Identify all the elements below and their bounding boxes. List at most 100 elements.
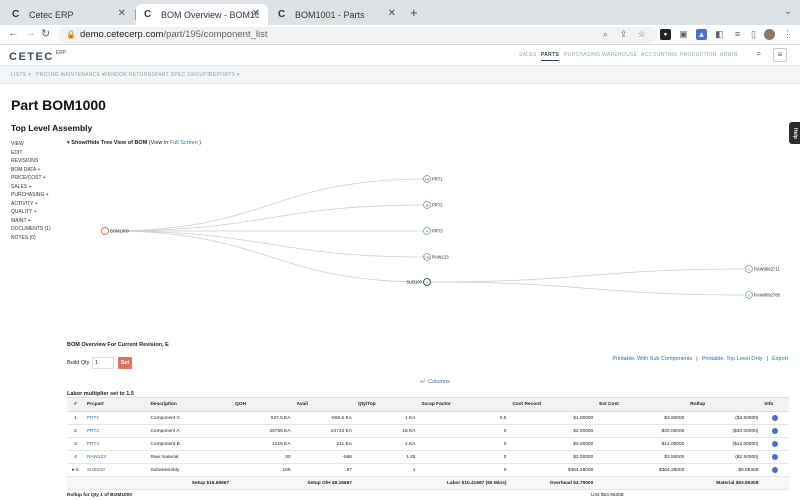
side-menu-purchasing[interactable]: PURCHASING + [11, 192, 49, 198]
col-info[interactable]: Info [761, 397, 789, 412]
tree-node[interactable]: 15 PRT2 [423, 201, 444, 209]
more-menu-icon[interactable]: ⋮ [783, 29, 792, 39]
chevron-down-icon[interactable]: ⌄ [783, 6, 792, 17]
lock-icon: 🔒 [66, 30, 76, 39]
side-menu-price-cost[interactable]: PRICE/COST + [11, 175, 46, 181]
back-icon[interactable]: ← [8, 27, 19, 39]
tree-node[interactable]: 1 RAW8092785 [745, 291, 781, 299]
tree-node-root[interactable]: BOM1000 [101, 227, 130, 235]
extension-icon[interactable]: ◧ [715, 29, 724, 39]
printable-top-level-link[interactable]: Printable, Top Level Only [701, 356, 763, 362]
col-rollup[interactable]: Rollup [687, 397, 762, 412]
new-tab-icon[interactable]: + [410, 5, 418, 20]
subnav-pricing-maintenance[interactable]: PRICING MAINTENANCE ▾ [36, 72, 105, 78]
col-qty-top[interactable]: Qty/Top [354, 397, 419, 412]
info-icon[interactable] [772, 414, 779, 421]
nav-parts[interactable]: PARTS [541, 52, 560, 61]
side-menu-edit[interactable]: EDIT [11, 149, 23, 156]
nav-sales[interactable]: SALES [519, 52, 537, 58]
set-button[interactable]: Set [118, 357, 132, 369]
build-qty-input[interactable] [92, 357, 114, 369]
sidebar-icon[interactable]: ▯ [751, 29, 756, 39]
forward-icon[interactable]: → [25, 27, 36, 39]
tree-node[interactable]: 0.5 PRT1 [423, 175, 444, 183]
tree-node[interactable]: 4 PRT3 [423, 227, 444, 235]
col-prcpart[interactable]: Prcpart [83, 397, 148, 412]
hamburger-menu-icon[interactable]: ≡ [773, 48, 787, 62]
subnav-lists[interactable]: LISTS ▾ [11, 72, 31, 78]
cell-num[interactable]: ▸ 5 [67, 463, 84, 477]
part-link[interactable]: PRT1 [86, 415, 100, 421]
zoom-icon[interactable]: ⌕ [602, 29, 609, 39]
star-icon[interactable]: ☆ [637, 29, 646, 39]
cell-description: Raw material [147, 450, 233, 464]
subnav-reports[interactable]: REPORTS ▾ [209, 72, 240, 78]
cell-scrap: 0 [418, 463, 510, 477]
col-ext-cost[interactable]: Ext Cost [596, 397, 688, 412]
browser-tab-3[interactable]: C BOM1001 - Parts ✕ [270, 4, 404, 25]
browser-tab-1[interactable]: C Cetec ERP ✕ [4, 4, 134, 25]
info-icon[interactable] [772, 440, 779, 447]
side-menu-documents[interactable]: DOCUMENTS (1) [11, 226, 51, 232]
nav-accounting[interactable]: ACCOUNTING [641, 52, 678, 58]
search-icon[interactable]: ⌕ [756, 49, 762, 58]
tree-node[interactable]: 1 RAW9662711 [745, 265, 781, 273]
extension-icon[interactable]: ▪ [660, 29, 671, 40]
setup-cost: Setup $16.66667 [83, 476, 233, 490]
side-menu-bom-data[interactable]: BOM DATA + [11, 166, 41, 173]
info-icon[interactable] [772, 453, 779, 460]
side-menu-view[interactable]: VIEW [11, 141, 24, 147]
side-menu-sales[interactable]: SALES + [11, 183, 32, 190]
columns-toggle-link[interactable]: +/- Columns [420, 379, 450, 385]
nav-admin[interactable]: ADMIN [720, 52, 738, 58]
subnav-vendor-returns[interactable]: VENDOR RETURNS [104, 72, 156, 78]
cell-num: 4 [67, 450, 84, 464]
extensions-puzzle-icon[interactable]: ≡ [734, 29, 741, 39]
share-icon[interactable]: ⇪ [619, 29, 628, 39]
reload-icon[interactable]: ↻ [41, 28, 51, 40]
tree-view-toggle[interactable]: ▾ Show/Hide Tree View of BOM (View in Fu… [67, 140, 201, 146]
tree-node[interactable]: 0.30 RAW123 [423, 253, 450, 261]
part-link[interactable]: PRT2 [86, 428, 100, 434]
cell-rollup: $5.96308 [687, 463, 762, 477]
col-description[interactable]: Description [147, 397, 233, 412]
nav-production[interactable]: PRODUCTION [680, 52, 717, 58]
close-tab-icon[interactable]: ✕ [251, 8, 260, 19]
col-scrap-factor[interactable]: Scrap Factor [418, 397, 510, 412]
bom-table: # Prcpart Description QOH Avail Qty/Top … [67, 397, 789, 490]
tab-title: Cetec ERP [29, 9, 74, 20]
cetec-logo[interactable]: CETEC ERP [9, 50, 67, 63]
part-link[interactable]: RAW123 [86, 454, 106, 460]
profile-avatar[interactable] [764, 29, 775, 40]
cell-ext: $364.28000 [596, 463, 688, 477]
side-menu-activity[interactable]: ACTIVITY + [11, 200, 38, 207]
close-tab-icon[interactable]: ✕ [387, 8, 396, 19]
info-icon[interactable] [772, 466, 779, 473]
export-link[interactable]: Export [772, 356, 788, 362]
col-num[interactable]: # [67, 397, 84, 412]
extension-icon[interactable]: ▴ [696, 29, 707, 40]
tree-node[interactable]: 1 SUB100 [406, 278, 431, 286]
info-icon[interactable] [772, 427, 779, 434]
cell-scrap: 0 [418, 424, 510, 438]
full-screen-link[interactable]: Full Screen [169, 140, 198, 146]
nav-purchasing[interactable]: PURCHASING [564, 52, 601, 58]
col-cost-record[interactable]: Cost Record [509, 397, 597, 412]
browser-tab-2[interactable]: C BOM Overview - BOM1000 - P ✕ [136, 4, 268, 25]
tab-title: BOM1001 - Parts [295, 9, 365, 20]
url-field[interactable]: 🔒 demo.cetecerp.com/part/195/component_l… [58, 27, 658, 43]
col-qoh[interactable]: QOH [232, 397, 294, 412]
part-link[interactable]: SUB100 [86, 467, 105, 473]
side-menu-notes[interactable]: NOTES (0) [11, 234, 36, 241]
side-menu-maint[interactable]: MAINT + [11, 217, 31, 224]
side-menu-quality[interactable]: QUALITY + [11, 209, 37, 215]
help-tab[interactable]: Help [789, 122, 800, 144]
side-menu-revisions[interactable]: REVISIONS [11, 158, 39, 164]
part-link[interactable]: PRT3 [86, 441, 100, 447]
col-avail[interactable]: Avail [293, 397, 355, 412]
printable-with-sub-components-link[interactable]: Printable, With Sub Components [612, 356, 693, 362]
nav-warehouse[interactable]: WAREHOUSE [602, 52, 638, 58]
close-tab-icon[interactable]: ✕ [117, 8, 126, 19]
extension-icon[interactable]: ▣ [679, 29, 688, 39]
subnav-part-spec-groups[interactable]: PART SPEC GROUPS [155, 72, 211, 78]
